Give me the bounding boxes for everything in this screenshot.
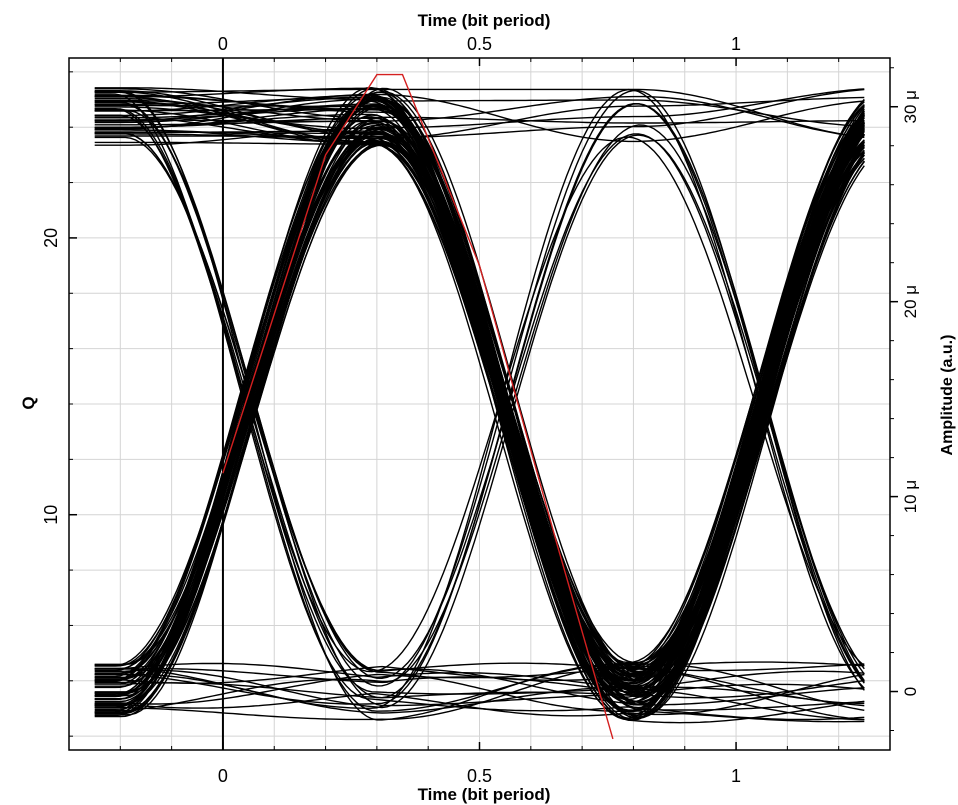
eye-trace: [94, 95, 865, 687]
eye-trace: [94, 103, 865, 705]
eye-trace: [94, 662, 865, 690]
eye-trace: [94, 122, 865, 721]
x-tick-label-top: 1: [731, 34, 741, 54]
eye-trace: [94, 676, 865, 712]
eye-trace: [94, 88, 865, 718]
x-tick-label-bottom: 1: [731, 766, 741, 786]
eye-trace: [94, 88, 865, 146]
y-right-tick-label: 0: [901, 687, 920, 696]
x-tick-label-bottom: 0.5: [467, 766, 492, 786]
y-left-tick-label: 20: [41, 228, 61, 248]
eye-trace: [94, 96, 865, 703]
x-axis-bottom-title: Time (bit period): [418, 785, 551, 804]
eye-trace: [94, 90, 865, 681]
y-axis-left-title: Q: [19, 396, 38, 409]
eye-trace: [94, 89, 865, 691]
x-tick-label-bottom: 0: [218, 766, 228, 786]
eye-trace: [94, 95, 865, 139]
eye-trace: [94, 134, 865, 709]
x-tick-label-top: 0: [218, 34, 228, 54]
y-right-tick-label: 10 μ: [901, 480, 920, 513]
eye-trace: [94, 116, 865, 707]
eye-trace: [94, 114, 865, 712]
eye-trace: [94, 93, 865, 721]
eye-trace: [94, 100, 865, 721]
eye-trace: [94, 91, 865, 673]
axis-ticks: 0 0 0.5 0.5 1 1 10 20 0 10 μ 20 μ 30 μ: [41, 34, 920, 786]
eye-trace: [94, 93, 865, 143]
eye-trace: [94, 115, 865, 699]
eye-trace: [94, 90, 865, 724]
x-tick-label-top: 0.5: [467, 34, 492, 54]
eye-trace: [94, 103, 865, 720]
y-right-tick-label: 30 μ: [901, 90, 920, 123]
y-left-tick-label: 10: [41, 505, 61, 525]
y-axis-right-title: Amplitude (a.u.): [939, 335, 956, 456]
fit-line: [222, 73, 614, 740]
y-right-tick-label: 20 μ: [901, 285, 920, 318]
eye-trace: [94, 88, 865, 138]
x-axis-top-title: Time (bit period): [418, 11, 551, 30]
eye-trace: [94, 119, 865, 706]
